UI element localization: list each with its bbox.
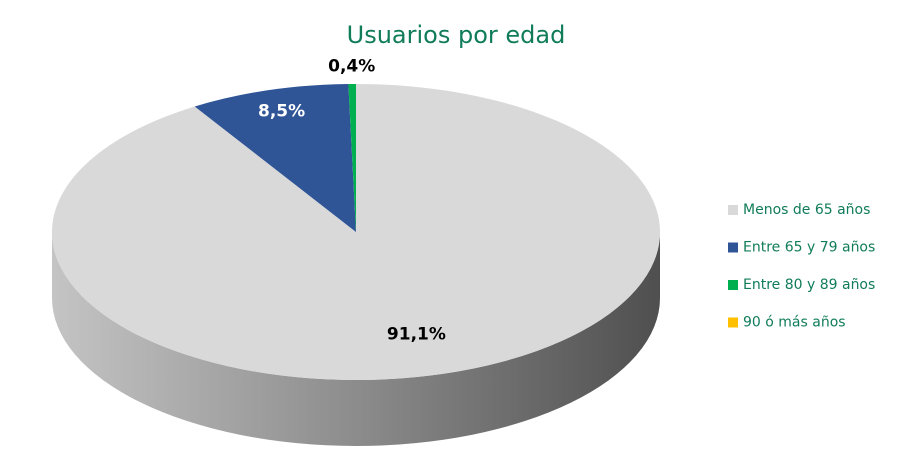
data-label: 0,4% xyxy=(328,56,375,76)
data-label: 91,1% xyxy=(387,324,446,344)
legend-swatch xyxy=(728,317,738,328)
chart-title: Usuarios por edad xyxy=(347,21,566,49)
legend-swatch xyxy=(728,242,738,253)
slice xyxy=(194,84,356,232)
data-label: 8,5% xyxy=(258,102,305,122)
legend-label: 90 ó más años xyxy=(743,315,846,331)
legend-swatch xyxy=(728,205,738,215)
legend-swatch xyxy=(728,280,738,290)
legend-label: Menos de 65 años xyxy=(743,202,870,218)
slice xyxy=(51,84,660,380)
legend-label: Entre 80 y 89 años xyxy=(743,277,875,293)
slice-side xyxy=(52,232,660,446)
slice xyxy=(348,84,356,232)
legend-label: Entre 65 y 79 años xyxy=(743,240,875,256)
